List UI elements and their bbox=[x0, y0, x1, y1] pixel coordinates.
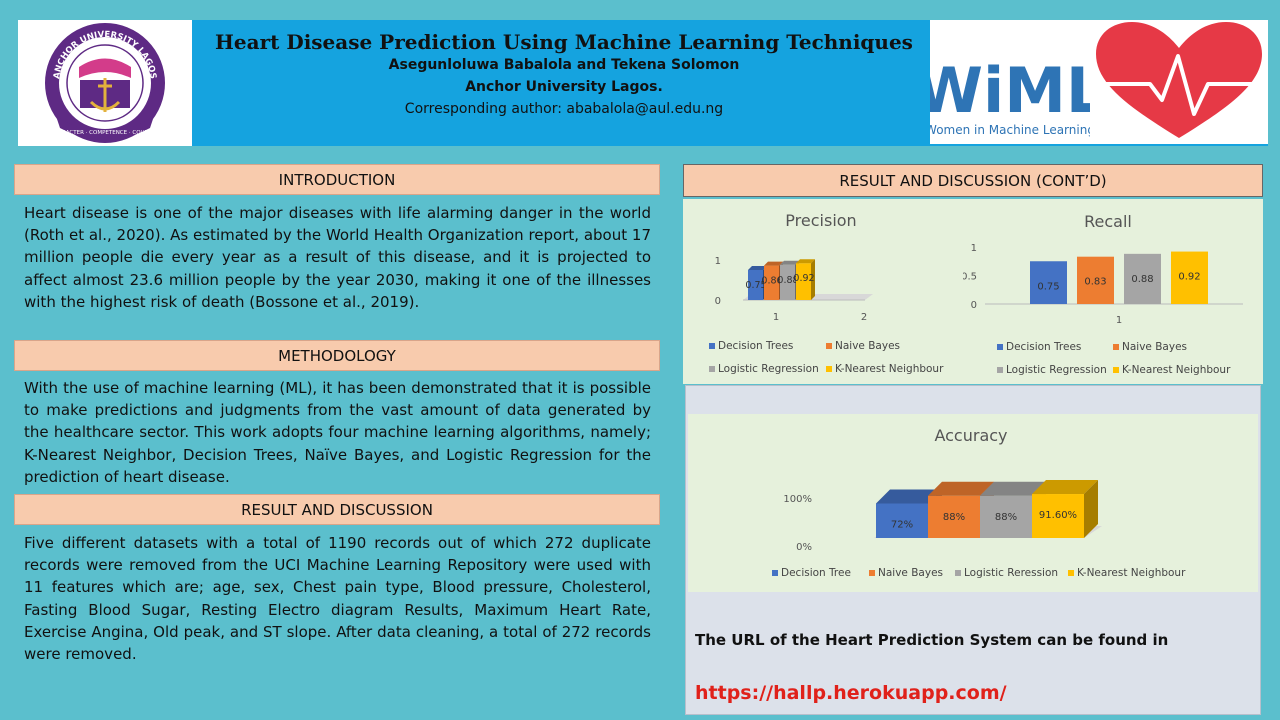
anchor-university-logo: ANCHOR UNIVERSITY LAGOS CHARACTER · COMP… bbox=[18, 20, 192, 146]
data-label: 0.88 bbox=[1131, 274, 1153, 285]
results-heading: RESULT AND DISCUSSION bbox=[14, 494, 660, 525]
url-label: The URL of the Heart Prediction System c… bbox=[695, 631, 1169, 649]
legend-label: K-Nearest Neighbour bbox=[1077, 567, 1186, 579]
legend-swatch bbox=[826, 366, 832, 372]
data-label: 0.83 bbox=[1084, 277, 1106, 288]
data-label: 0.86 bbox=[761, 276, 782, 287]
legend-label: Decision Trees bbox=[718, 340, 793, 352]
institution: Anchor University Lagos. bbox=[465, 79, 663, 95]
poster-header: ANCHOR UNIVERSITY LAGOS CHARACTER · COMP… bbox=[18, 20, 1268, 146]
x-tick-label: 1 bbox=[1116, 315, 1122, 326]
methodology-text: With the use of machine learning (ML), i… bbox=[24, 379, 651, 486]
poster-title: Heart Disease Prediction Using Machine L… bbox=[215, 30, 913, 54]
legend-label: Decision Tree bbox=[781, 567, 851, 579]
chart-title: Recall bbox=[1084, 212, 1132, 231]
legend-label: Naive Bayes bbox=[878, 567, 943, 579]
prediction-system-link[interactable]: https://hallp.herokuapp.com/ bbox=[695, 682, 1007, 704]
x-tick-label: 2 bbox=[861, 312, 867, 323]
legend-swatch bbox=[955, 570, 961, 576]
data-label: 0.92 bbox=[1178, 272, 1200, 283]
chart-title: Precision bbox=[785, 211, 856, 230]
wiml-letters: WiML bbox=[930, 54, 1090, 127]
y-tick-label: 100% bbox=[783, 494, 812, 505]
chart-title: Accuracy bbox=[934, 426, 1007, 445]
legend-swatch bbox=[997, 367, 1003, 373]
data-label: 0.92 bbox=[793, 273, 814, 284]
legend-swatch bbox=[997, 344, 1003, 350]
legend-label: K-Nearest Neighbour bbox=[1122, 364, 1231, 376]
corresponding-author: Corresponding author: ababalola@aul.edu.… bbox=[404, 101, 724, 117]
y-tick-label: 0 bbox=[971, 300, 977, 311]
precision-bar bbox=[796, 259, 815, 300]
logo-motto: CHARACTER · COMPETENCE · COURAGE bbox=[50, 130, 160, 136]
y-tick-label: 0 bbox=[715, 296, 721, 307]
legend-label: Logistic Reression bbox=[964, 567, 1058, 579]
accuracy-chart: Accuracy 100% 0% 72% 88% 88% 91.60% Decision Tr… bbox=[688, 414, 1258, 592]
results-contd-heading: RESULT AND DISCUSSION (CONT’D) bbox=[683, 164, 1263, 197]
legend-label: Naive Bayes bbox=[835, 340, 900, 352]
recall-bar bbox=[1030, 261, 1067, 304]
data-label: 0.88 bbox=[777, 275, 798, 286]
introduction-heading: INTRODUCTION bbox=[14, 164, 660, 195]
legend-label: Naive Bayes bbox=[1122, 341, 1187, 353]
introduction-text: Heart disease is one of the major diseas… bbox=[24, 204, 651, 311]
data-label: 88% bbox=[995, 512, 1017, 523]
results-text: Five different datasets with a total of … bbox=[24, 534, 651, 664]
legend-swatch bbox=[1113, 367, 1119, 373]
recall-bar bbox=[1077, 256, 1114, 304]
recall-bar bbox=[1171, 251, 1208, 304]
y-tick-label: 1 bbox=[971, 243, 977, 254]
precision-chart: Precision 1 0 0.75 0.86 0.88 0.92 1 2 Decision Tr… bbox=[683, 199, 963, 384]
data-label: 91.60% bbox=[1039, 510, 1077, 521]
wiml-caption: Women in Machine Learning bbox=[930, 123, 1090, 137]
legend-swatch bbox=[709, 366, 715, 372]
heart-icon bbox=[1090, 20, 1268, 144]
legend-swatch bbox=[826, 343, 832, 349]
data-label: 0.75 bbox=[745, 280, 766, 291]
recall-bar bbox=[1124, 253, 1161, 304]
wiml-logo: WiML Women in Machine Learning bbox=[915, 20, 1105, 144]
legend-swatch bbox=[869, 570, 875, 576]
recall-chart: Recall 0 0.5 1 0.75 0.83 0.88 0.92 1 Decision Tre… bbox=[961, 199, 1263, 384]
legend-label: Logistic Regression bbox=[718, 363, 819, 375]
legend-swatch bbox=[772, 570, 778, 576]
legend-swatch bbox=[709, 343, 715, 349]
y-tick-label: 1 bbox=[715, 256, 721, 267]
accuracy-bar bbox=[1032, 480, 1098, 538]
legend-label: K-Nearest Neighbour bbox=[835, 363, 944, 375]
data-label: 88% bbox=[943, 512, 965, 523]
legend-label: Logistic Regression bbox=[1006, 364, 1107, 376]
legend-label: Decision Trees bbox=[1006, 341, 1081, 353]
legend-swatch bbox=[1068, 570, 1074, 576]
x-tick-label: 1 bbox=[773, 312, 779, 323]
y-tick-label: 0% bbox=[796, 542, 812, 553]
data-label: 0.75 bbox=[1037, 281, 1059, 292]
methodology-heading: METHODOLOGY bbox=[14, 340, 660, 371]
legend-swatch bbox=[1113, 344, 1119, 350]
data-label: 72% bbox=[891, 519, 913, 530]
authors: Asegunloluwa Babalola and Tekena Solomon bbox=[388, 57, 740, 73]
y-tick-label: 0.5 bbox=[963, 272, 977, 283]
